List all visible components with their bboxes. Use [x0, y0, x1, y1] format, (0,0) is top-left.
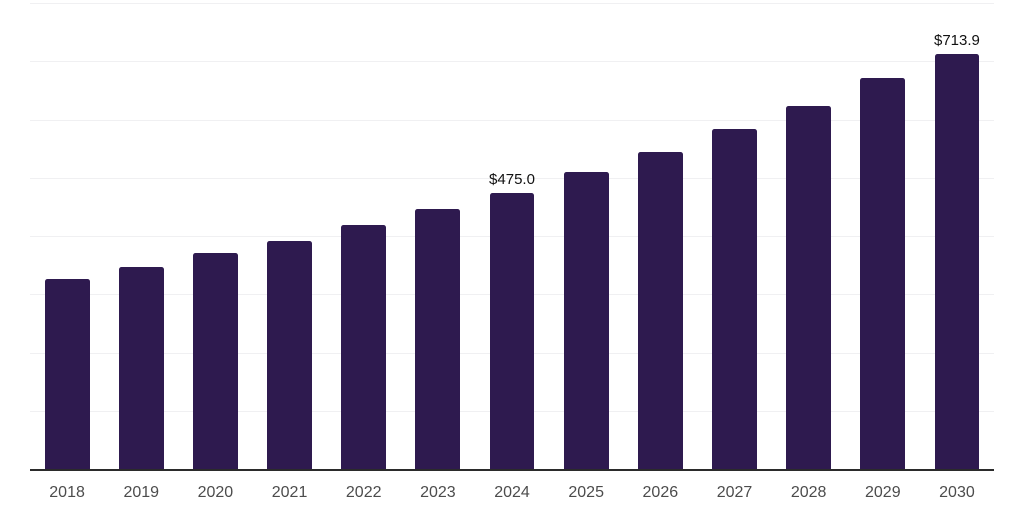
x-axis-tick-label: 2021: [271, 484, 308, 501]
x-axis-tick-label: 2030: [939, 484, 975, 501]
x-axis-tick-label: 2024: [494, 484, 530, 501]
bar-slot: [401, 4, 475, 470]
x-axis-tick-label: 2019: [123, 484, 160, 501]
bar-value-label: $713.9: [933, 32, 980, 50]
gridline: [30, 177, 994, 179]
bar: [860, 78, 906, 470]
bar-slot: [846, 4, 920, 470]
bar: $713.9: [934, 32, 980, 470]
bar-slot: $713.9: [920, 4, 994, 470]
bar-slot: $475.0: [475, 4, 549, 470]
x-axis-tick-label: 2027: [716, 484, 753, 501]
gridline: [30, 119, 994, 121]
x-axis-line: [30, 469, 994, 471]
bar: [341, 225, 387, 470]
bar: [118, 267, 164, 470]
bar: [786, 106, 832, 470]
x-axis-tick-label: 2026: [642, 484, 679, 501]
x-axis-tick-label: 2028: [790, 484, 827, 501]
bar-slot: [772, 4, 846, 470]
bar-slot: [104, 4, 178, 470]
bar-slot: [623, 4, 697, 470]
x-axis-tick-label: 2025: [568, 484, 604, 501]
gridline: [30, 61, 994, 63]
bar-slot: [327, 4, 401, 470]
gridline: [30, 3, 994, 4]
bars: $475.0 $713.9: [30, 4, 994, 470]
x-axis-tick-label: 2029: [865, 484, 901, 501]
bar: [192, 253, 238, 470]
x-axis-tick-label: 2020: [197, 484, 234, 501]
bar-slot: [252, 4, 326, 470]
plot-area: $475.0 $713.9: [30, 3, 994, 471]
bar: [44, 278, 90, 470]
bar: [267, 241, 312, 470]
x-axis-tick-label: 2018: [49, 484, 85, 501]
x-axis-tick-labels: 2018 2019 2020 2021 2022 2023 2024 2025 2026 2027…: [30, 484, 994, 501]
bar: [563, 172, 609, 470]
bar-slot: [697, 4, 771, 470]
bar-slot: [30, 4, 104, 470]
x-axis-tick-label: 2022: [345, 484, 382, 501]
bar: $475.0: [489, 171, 535, 470]
x-axis-tick-label: 2023: [420, 484, 456, 501]
bar-slot: [178, 4, 252, 470]
bar-value-label: $475.0: [489, 171, 535, 189]
bar: [712, 129, 757, 470]
bar-slot: [549, 4, 623, 470]
bar: [415, 209, 461, 470]
bar: [637, 152, 683, 470]
